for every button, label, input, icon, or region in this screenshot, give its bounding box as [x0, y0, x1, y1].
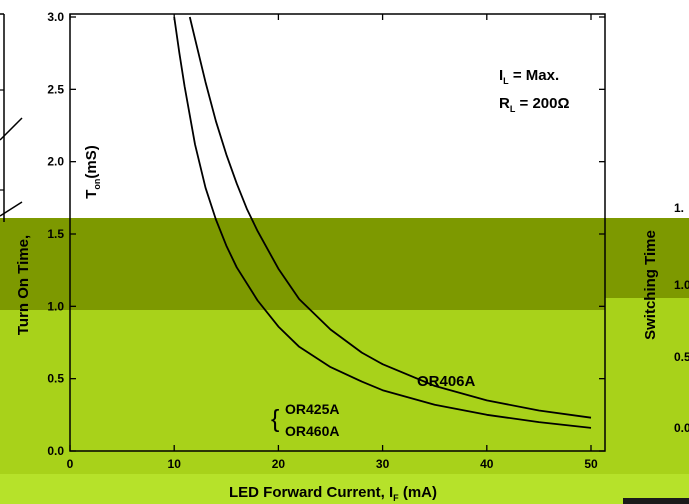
- x-axis-label: LED Forward Current, IF (mA): [229, 484, 437, 503]
- y-axis-label: Turn On Time,: [15, 235, 32, 335]
- chart-curves: [173, 16, 592, 429]
- background-bottom: [0, 474, 689, 504]
- corner-fragment: [623, 498, 689, 504]
- annotation-or460a: OR460A: [285, 423, 339, 439]
- x-tick-label: 50: [584, 457, 598, 471]
- right-tick-label: 0.0: [674, 421, 689, 435]
- annotation-brace: {: [271, 405, 279, 433]
- plot-frame: [69, 13, 606, 452]
- right-tick-label: 1.: [674, 201, 684, 215]
- condition-il: IL = Max.: [499, 67, 559, 86]
- y-tick-label: 3.0: [47, 10, 64, 24]
- x-tick-label: 0: [67, 457, 74, 471]
- right-tick-label: 1.0: [674, 278, 689, 292]
- background-band-right: [605, 218, 689, 298]
- background-band-green: [0, 310, 689, 474]
- series-line: [188, 16, 592, 419]
- right-tick-label: 0.5: [674, 350, 689, 364]
- condition-rl: RL = 200Ω: [499, 95, 570, 114]
- x-tick-label: 10: [168, 457, 182, 471]
- y-tick-label: 1.0: [47, 299, 64, 313]
- annotation-or425a: OR425A: [285, 401, 339, 417]
- series-line: [173, 16, 592, 429]
- left-partial-plot: [0, 13, 23, 222]
- y-tick-label: 0.0: [47, 444, 64, 458]
- right-axis-label: Switching Time: [642, 230, 659, 340]
- y-tick-label: 0.5: [47, 372, 64, 386]
- background-band-dark: [0, 218, 689, 310]
- annotation-or406a: OR406A: [417, 373, 476, 390]
- x-tick-label: 30: [376, 457, 390, 471]
- y-tick-label: 2.5: [47, 82, 64, 96]
- x-axis-ticks: 0 10 20 30 40 50: [67, 14, 598, 471]
- background-top: [0, 0, 689, 218]
- y-tick-label: 2.0: [47, 155, 64, 169]
- y-axis-inner-label: Ton(mS): [83, 145, 102, 199]
- right-axis-ticks: 1. 1.0 0.5 0.0: [674, 201, 689, 435]
- y-axis-ticks: 0.0 0.5 1.0 1.5 2.0 2.5 3.0: [47, 10, 605, 458]
- background-right-green: [605, 298, 689, 474]
- y-tick-label: 1.5: [47, 227, 64, 241]
- x-tick-label: 20: [272, 457, 286, 471]
- x-tick-label: 40: [480, 457, 494, 471]
